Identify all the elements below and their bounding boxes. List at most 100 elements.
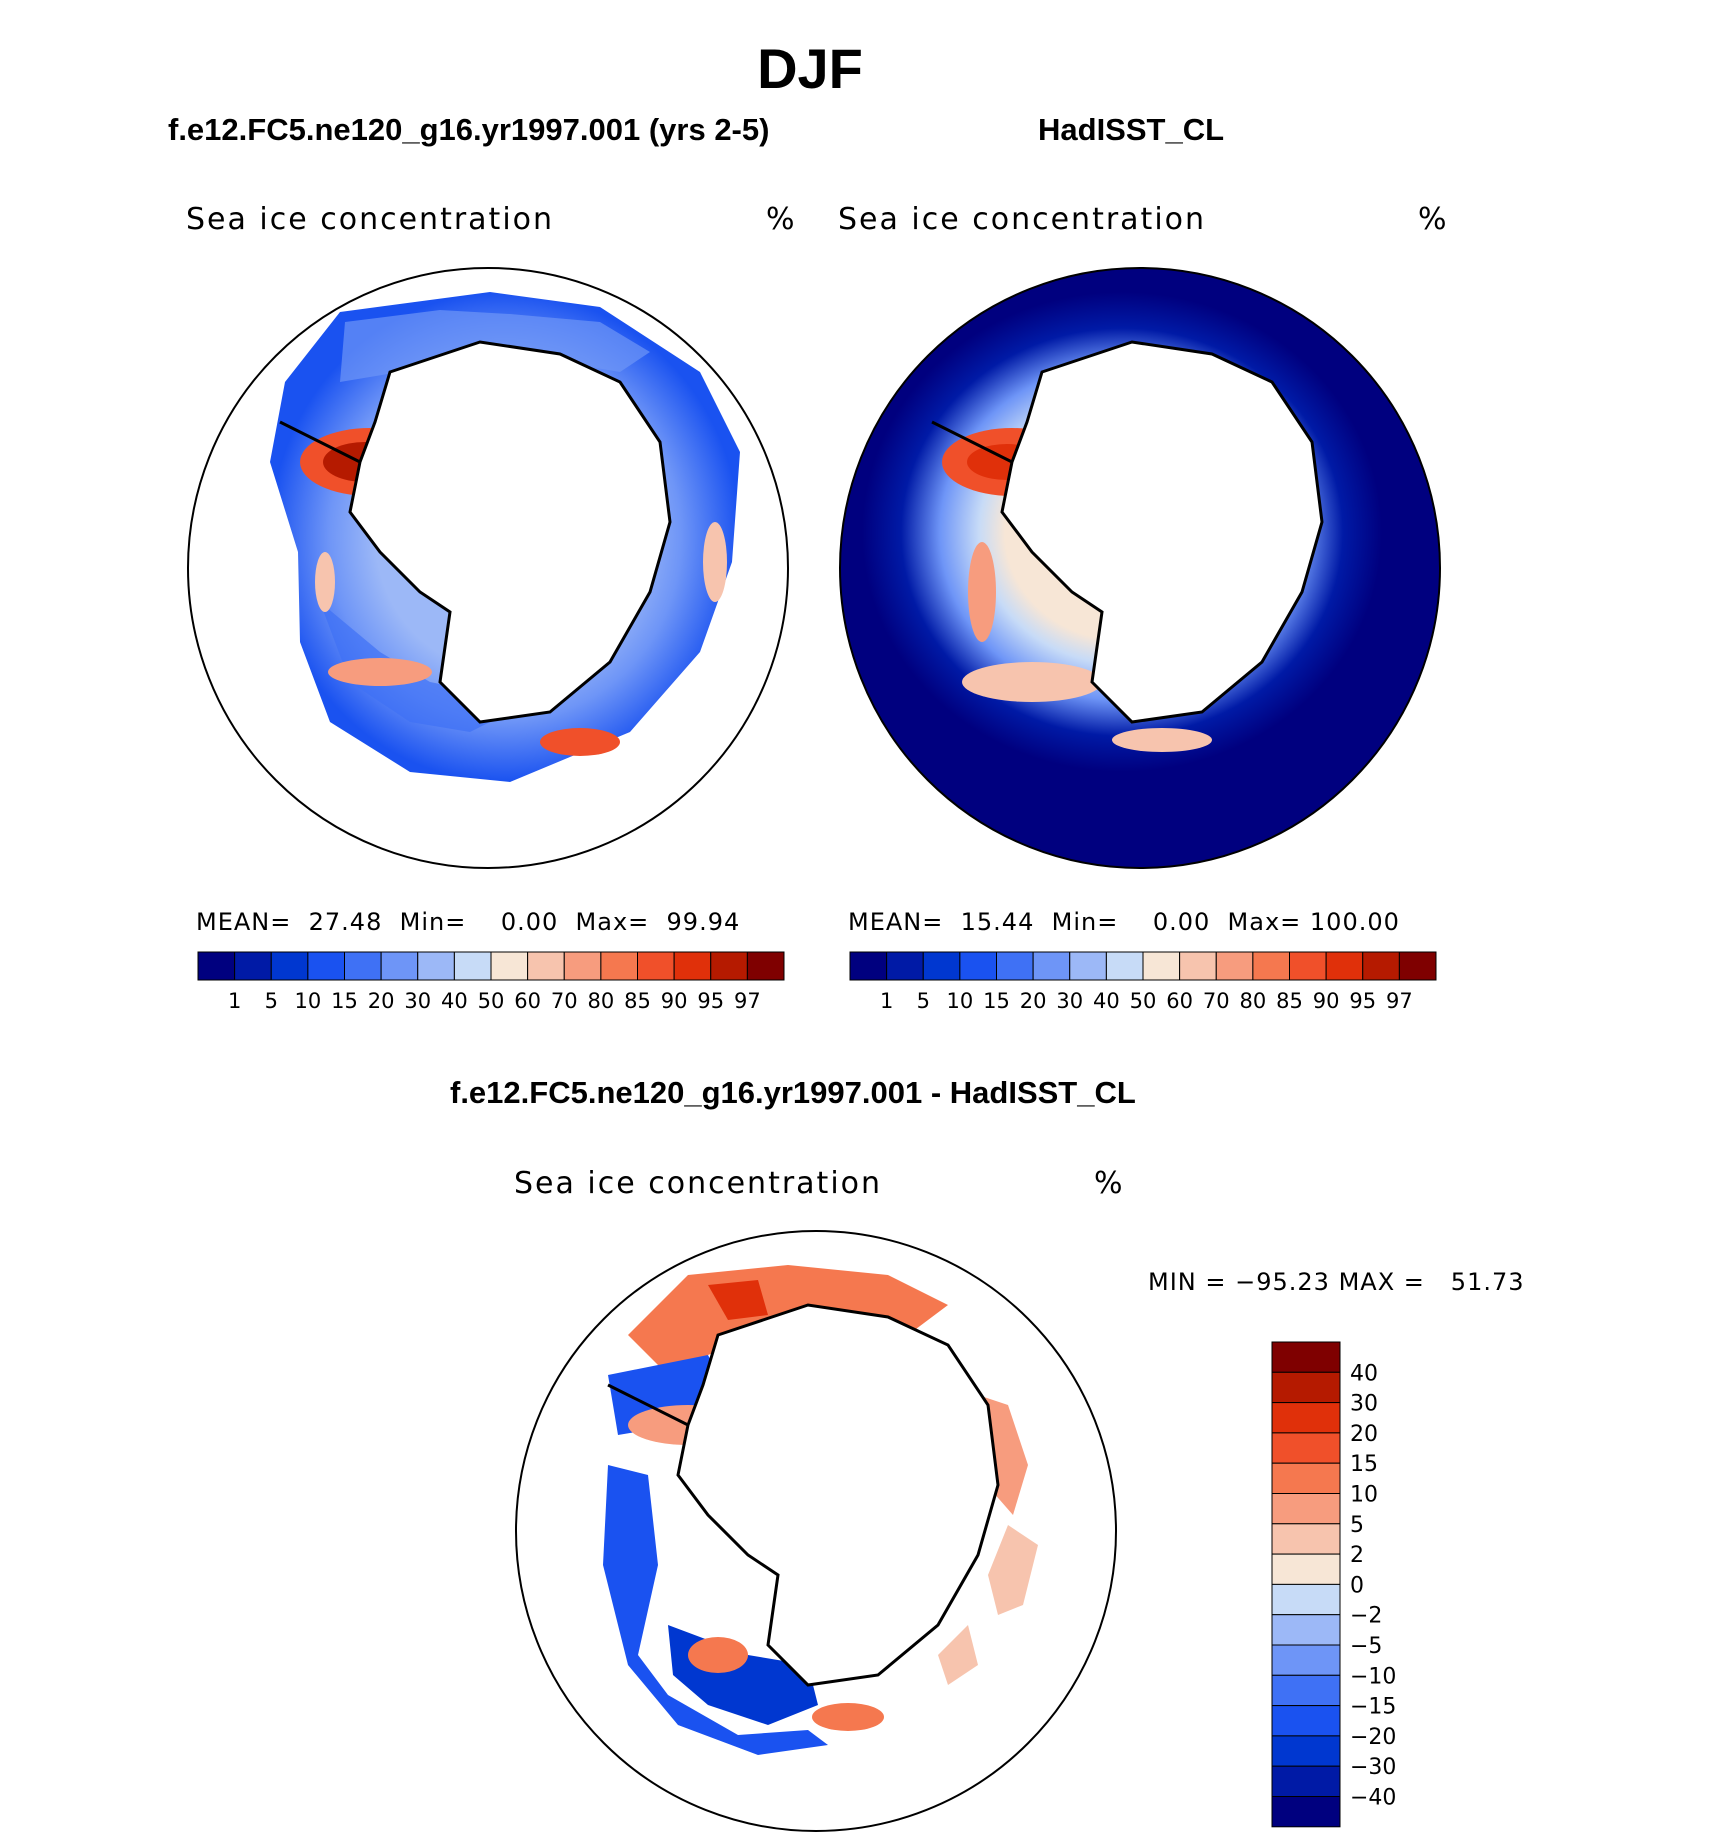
diff-colorbar-box [1271, 1402, 1341, 1434]
model-colorbar-tick: 40 [441, 989, 468, 1013]
model-colorbar-box [527, 951, 565, 981]
obs-colorbar-box [1325, 951, 1364, 981]
diff-colorbar-tick: −30 [1350, 1755, 1396, 1780]
diff-unit-label: % [1094, 1166, 1123, 1201]
obs-colorbar-tick: 15 [983, 989, 1010, 1013]
model-colorbar-tick: 70 [551, 989, 578, 1013]
model-colorbar-tick: 30 [404, 989, 431, 1013]
obs-run-title: HadISST_CL [1038, 112, 1225, 147]
obs-amundsen-ice [962, 662, 1102, 702]
diff-colorbar-box [1271, 1432, 1341, 1464]
diff-max-label: MAX = [1338, 1268, 1425, 1296]
obs-colorbar-tick: 40 [1093, 989, 1120, 1013]
diff-min-value: −95.23 [1235, 1268, 1330, 1296]
diff-colorbar-tick: 15 [1350, 1452, 1378, 1477]
diff-variable-label: Sea ice concentration [514, 1166, 883, 1201]
obs-variable-label: Sea ice concentration [838, 202, 1207, 237]
model-antarctica-coastline [348, 340, 672, 724]
diff-max-value: 51.73 [1450, 1268, 1525, 1296]
obs-colorbar-box [1179, 951, 1217, 981]
model-ross-high-ice [540, 728, 620, 756]
model-max-label: Max= [575, 908, 650, 936]
diff-colorbar-box [1271, 1462, 1341, 1494]
diff-colorbar-box [1271, 1553, 1341, 1585]
obs-colorbar-tick: 90 [1313, 989, 1340, 1013]
obs-unit-label: % [1418, 202, 1447, 237]
obs-mean-value: 15.44 [960, 908, 1035, 936]
model-colorbar-box [417, 951, 455, 981]
diff-colorbar-tick: 2 [1350, 1543, 1364, 1568]
diff-north-strong-positive [708, 1280, 768, 1320]
model-run-title: f.e12.FC5.ne120_g16.yr1997.001 (yrs 2-5) [168, 112, 770, 147]
obs-colorbar-box [1362, 951, 1400, 981]
diff-colorbar-box [1271, 1614, 1341, 1646]
obs-stats: MEAN= 15.44 Min= 0.00 Max= 100.00 [848, 908, 1400, 936]
model-colorbar-tick: 1 [228, 989, 241, 1013]
diff-colorbar-tick: 10 [1350, 1483, 1378, 1508]
diff-colorbar-box [1271, 1735, 1341, 1767]
obs-polar-map [839, 267, 1441, 869]
model-colorbar-tick: 97 [734, 989, 761, 1013]
model-colorbar-tick: 50 [478, 989, 505, 1013]
obs-mean-label: MEAN= [848, 908, 944, 936]
model-colorbar-box [453, 951, 492, 981]
diff-colorbar-box [1271, 1705, 1341, 1737]
diff-stats: MIN = −95.23 MAX = 51.73 [1148, 1268, 1525, 1296]
diff-colorbar-box [1271, 1765, 1341, 1798]
model-colorbar-box [234, 951, 272, 981]
model-colorbar-tick: 95 [697, 989, 724, 1013]
obs-colorbar-box [1289, 951, 1327, 981]
model-colorbar-box [270, 951, 309, 981]
model-colorbar-box [380, 951, 419, 981]
diff-colorbar-tick: −15 [1350, 1695, 1396, 1720]
obs-colorbar-box [1215, 951, 1254, 981]
diff-colorbar-tick: −5 [1350, 1634, 1382, 1659]
diff-ross-positive [812, 1703, 884, 1731]
model-colorbar-box [563, 951, 602, 981]
diff-colorbar-tick: 5 [1350, 1513, 1364, 1538]
obs-colorbar-tick: 85 [1276, 989, 1303, 1013]
model-colorbar-box [673, 951, 712, 981]
model-colorbar-tick: 60 [514, 989, 541, 1013]
model-colorbar-box [637, 951, 675, 981]
obs-colorbar-box [849, 951, 888, 981]
diff-map-border [515, 1230, 1117, 1832]
obs-colorbar-box [922, 951, 961, 981]
model-mean-value: 27.48 [308, 908, 383, 936]
obs-colorbar-tick: 20 [1020, 989, 1047, 1013]
obs-antarctica-coastline [1000, 340, 1324, 724]
model-colorbar-tick: 20 [368, 989, 395, 1013]
model-colorbar-tick: 5 [265, 989, 278, 1013]
diff-colorbar-box [1271, 1341, 1341, 1373]
obs-colorbar-box [1105, 951, 1144, 981]
diff-west-negative [603, 1465, 828, 1755]
diff-colorbar-tick: 20 [1350, 1422, 1378, 1447]
obs-colorbar-tick: 60 [1166, 989, 1193, 1013]
model-colorbar-tick: 15 [331, 989, 358, 1013]
model-colorbar-tick: 10 [295, 989, 322, 1013]
model-colorbar-box [746, 951, 785, 981]
model-max-value: 99.94 [666, 908, 741, 936]
diff-colorbar-tick: 0 [1350, 1573, 1364, 1598]
obs-colorbar-tick: 50 [1130, 989, 1157, 1013]
obs-colorbar-box [1398, 951, 1437, 981]
model-amundsen-ice [328, 658, 432, 686]
obs-colorbar-tick: 5 [917, 989, 930, 1013]
model-colorbar-box [490, 951, 529, 981]
model-colorbar-box [307, 951, 345, 981]
model-colorbar-tick: 85 [624, 989, 651, 1013]
obs-colorbar-box [1142, 951, 1181, 981]
obs-colorbar-box [959, 951, 997, 981]
model-peninsula-coastline [279, 420, 361, 464]
obs-max-label: Max= [1227, 908, 1302, 936]
obs-colorbar-tick: 95 [1349, 989, 1376, 1013]
diff-run-title: f.e12.FC5.ne120_g16.yr1997.001 - HadISST… [450, 1075, 1136, 1110]
obs-colorbar-box [1032, 951, 1071, 981]
diff-colorbar-tick: −2 [1350, 1604, 1382, 1629]
obs-colorbar-box [996, 951, 1034, 981]
diff-polar-map [515, 1230, 1117, 1832]
obs-peninsula-coastline [931, 420, 1013, 464]
obs-bellingshausen-ice [968, 542, 996, 642]
model-colorbar-tick: 90 [661, 989, 688, 1013]
model-colorbar-box [344, 951, 382, 981]
